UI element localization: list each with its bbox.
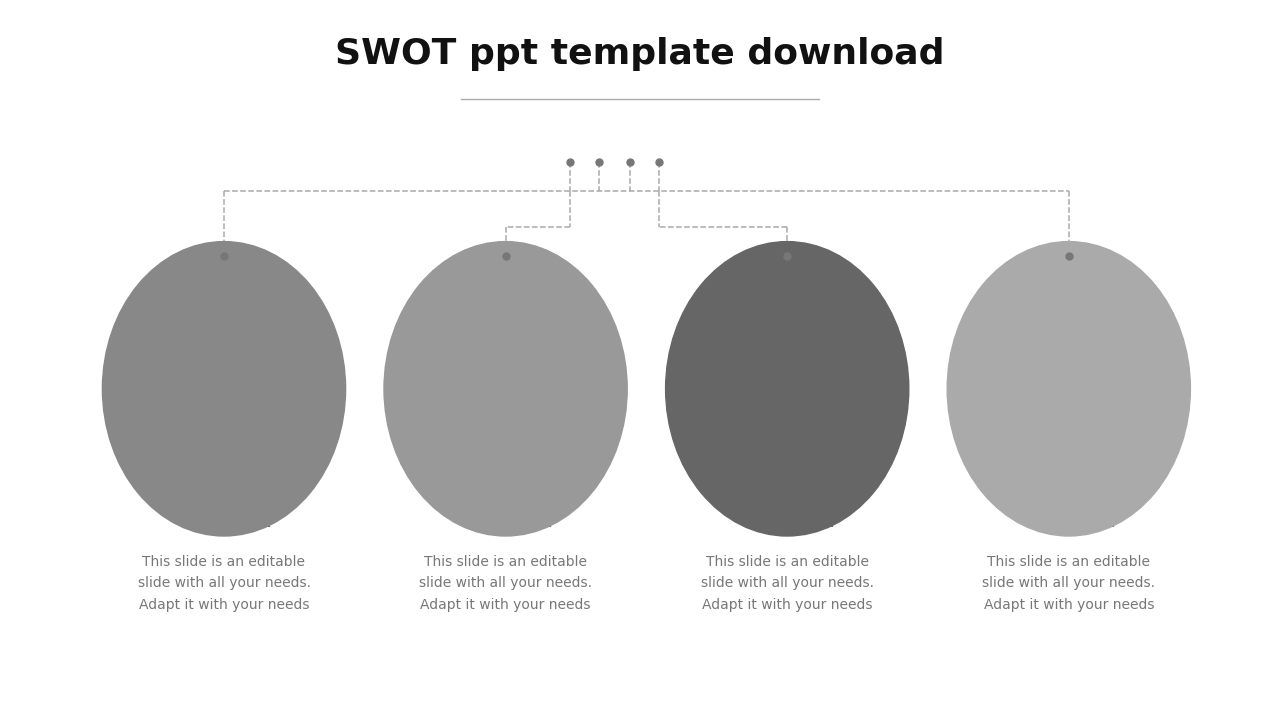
Text: This slide is an editable
slide with all your needs.
Adapt it with your needs: This slide is an editable slide with all… (700, 554, 874, 612)
Ellipse shape (384, 242, 627, 536)
Ellipse shape (947, 242, 1190, 536)
Text: Your text: Your text (178, 513, 270, 531)
Text: Your text: Your text (1023, 513, 1115, 531)
Text: Your text: Your text (460, 513, 552, 531)
Text: This slide is an editable
slide with all your needs.
Adapt it with your needs: This slide is an editable slide with all… (137, 554, 311, 612)
Ellipse shape (102, 242, 346, 536)
Text: Your text: Your text (741, 513, 833, 531)
Text: This slide is an editable
slide with all your needs.
Adapt it with your needs: This slide is an editable slide with all… (419, 554, 593, 612)
Text: SWOT ppt template download: SWOT ppt template download (335, 37, 945, 71)
Ellipse shape (666, 242, 909, 536)
Text: This slide is an editable
slide with all your needs.
Adapt it with your needs: This slide is an editable slide with all… (982, 554, 1156, 612)
